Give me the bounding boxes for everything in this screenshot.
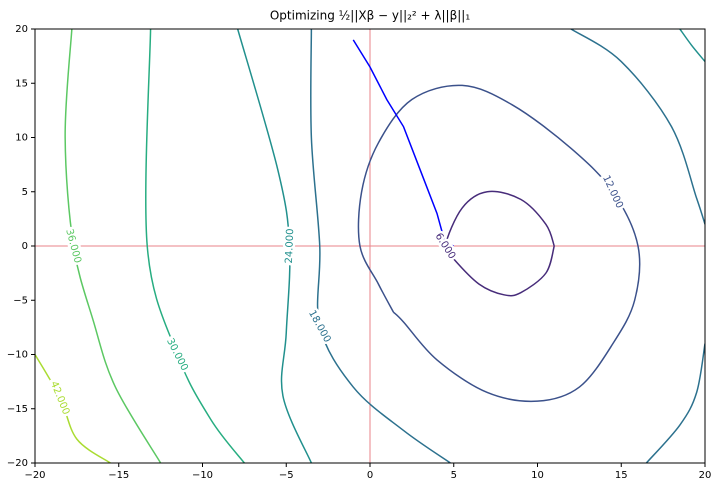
y-tick-label: −5 [13,295,28,306]
contour-line [570,29,705,225]
y-tick-label: −15 [7,404,28,415]
x-tick-label: −15 [108,470,129,481]
y-tick-label: 0 [22,241,28,252]
x-tick-label: −20 [24,470,45,481]
chart-title: Optimizing ½||Xβ − y||₂² + λ||β||₁ [270,9,470,23]
contour-line [64,29,162,463]
y-tick-label: 20 [15,24,28,35]
y-tick-label: 15 [15,78,28,89]
x-tick-label: 5 [451,470,457,481]
contour-line [145,29,245,463]
y-tick-label: 10 [15,133,28,144]
y-tick-label: −20 [7,458,28,469]
x-tick-label: 15 [615,470,628,481]
plot-area [35,29,705,463]
x-tick-label: −5 [279,470,294,481]
contour-line [35,354,111,463]
contour-line [310,29,451,463]
contour-label: 24.000 [284,228,296,263]
contour-line [679,29,705,63]
contour-line [357,84,641,403]
x-tick-label: 0 [367,470,373,481]
x-tick-label: 10 [531,470,544,481]
y-tick-label: −10 [7,350,28,361]
contour-line [645,343,705,463]
y-tick-label: 5 [22,187,28,198]
optimization-path [352,39,454,247]
x-tick-label: −10 [192,470,213,481]
x-tick-label: 20 [699,470,712,481]
contour-line [444,190,555,297]
contour-line [236,29,313,463]
